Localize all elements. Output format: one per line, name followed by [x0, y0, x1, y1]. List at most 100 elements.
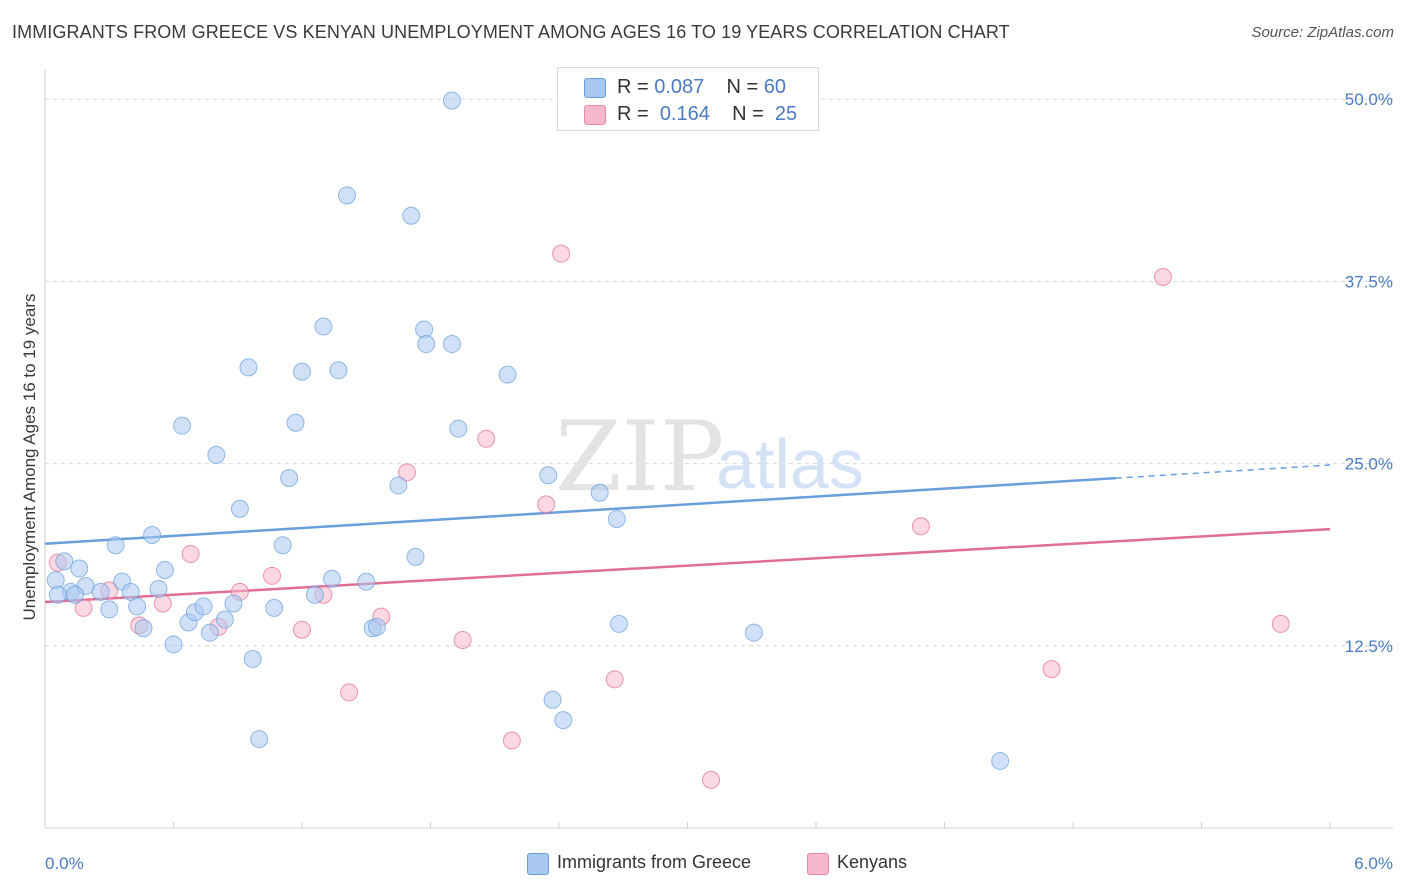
trend-line — [44, 476, 1116, 545]
watermark: ZIP atlas — [555, 401, 864, 513]
data-point — [442, 335, 461, 354]
data-point — [134, 619, 153, 638]
legend-swatch-greece — [584, 78, 606, 98]
axes — [44, 70, 1393, 829]
x-tick-label: 6.0% — [1354, 854, 1393, 873]
data-point — [70, 559, 89, 578]
data-point — [181, 544, 200, 563]
data-point — [314, 317, 333, 336]
legend-r-label: R = — [617, 76, 655, 98]
data-point — [552, 244, 571, 263]
data-point — [106, 536, 125, 555]
data-point — [286, 413, 305, 432]
data-point — [367, 617, 386, 636]
y-tick-label: 12.5% — [1345, 637, 1393, 656]
legend-n-label: N = — [732, 103, 770, 125]
data-point — [991, 751, 1010, 770]
data-point — [1153, 267, 1172, 286]
data-point — [605, 670, 624, 689]
data-point — [543, 690, 562, 709]
data-point — [1042, 660, 1061, 679]
legend-swatch-greece — [527, 853, 549, 875]
data-point — [406, 547, 425, 566]
data-point — [554, 711, 573, 730]
data-point — [911, 517, 930, 536]
legend-label-greece: Immigrants from Greece — [557, 852, 752, 872]
data-point — [417, 335, 436, 354]
data-point — [397, 463, 416, 482]
data-point — [402, 206, 421, 225]
data-point — [164, 635, 183, 654]
data-point — [293, 362, 311, 381]
data-point — [55, 552, 74, 571]
data-point — [100, 600, 119, 619]
data-point — [128, 597, 147, 616]
data-point — [173, 416, 192, 435]
y-axis-label: Unemployment Among Ages 16 to 19 years — [20, 294, 39, 621]
data-point — [280, 469, 299, 488]
source-label: Source: ZipAtlas.com — [1251, 24, 1394, 41]
data-point — [453, 630, 472, 649]
data-point — [607, 509, 626, 528]
data-point — [65, 585, 84, 604]
data-point — [74, 598, 93, 617]
data-point — [239, 358, 258, 377]
legend-label-kenyans: Kenyans — [837, 852, 908, 872]
data-point — [149, 579, 168, 598]
data-point — [1271, 614, 1290, 633]
data-point — [215, 610, 234, 629]
watermark-zip: ZIP — [555, 401, 724, 513]
data-point — [243, 649, 262, 668]
data-point — [389, 476, 408, 495]
data-point — [143, 526, 162, 545]
legend-n-label: N = — [726, 76, 764, 98]
data-point — [91, 582, 110, 601]
data-point — [207, 445, 226, 464]
legend-swatch-kenyans — [584, 105, 606, 125]
data-point — [224, 594, 243, 613]
data-point — [498, 365, 517, 384]
data-point — [194, 597, 213, 616]
legend-n-value: 25 — [774, 103, 798, 125]
data-point — [340, 683, 359, 702]
data-point — [200, 623, 219, 642]
x-tick-label: 0.0% — [45, 854, 84, 873]
data-point — [449, 419, 468, 438]
tick-labels: 12.5% 25.0% 37.5% 50.0% 0.0% 6.0% — [45, 90, 1393, 873]
data-point — [609, 614, 628, 633]
watermark-atlas: atlas — [716, 425, 864, 503]
data-points — [46, 91, 1290, 789]
data-point — [744, 623, 763, 642]
data-point — [357, 572, 376, 591]
data-point — [293, 620, 311, 639]
y-tick-label: 37.5% — [1345, 272, 1393, 291]
data-point — [477, 429, 496, 448]
data-point — [230, 499, 249, 518]
data-point — [337, 186, 356, 205]
data-point — [48, 585, 67, 604]
data-point — [590, 483, 609, 502]
legend-r-value: 0.164 — [659, 103, 710, 125]
chart-title: IMMIGRANTS FROM GREECE VS KENYAN UNEMPLO… — [12, 22, 1010, 42]
legend-r-label: R = — [617, 103, 655, 125]
data-point — [250, 730, 269, 749]
correlation-legend: R = 0.087 N = 60 R = 0.164 N = 25 — [557, 67, 819, 131]
data-point — [329, 361, 348, 380]
data-point — [539, 466, 558, 485]
data-point — [263, 566, 282, 585]
trend-line-extension — [1115, 464, 1331, 479]
data-point — [322, 569, 341, 588]
trend-lines — [44, 464, 1331, 604]
trend-line — [44, 527, 1331, 604]
data-point — [265, 598, 284, 617]
data-point — [502, 731, 521, 750]
legend-r-value: 0.087 — [654, 76, 705, 98]
data-point — [442, 91, 461, 110]
y-tick-label: 25.0% — [1345, 455, 1393, 474]
data-point — [537, 495, 556, 514]
data-point — [273, 536, 292, 555]
legend-swatch-kenyans — [807, 853, 829, 875]
data-point — [305, 585, 324, 604]
y-tick-label: 50.0% — [1345, 90, 1393, 109]
